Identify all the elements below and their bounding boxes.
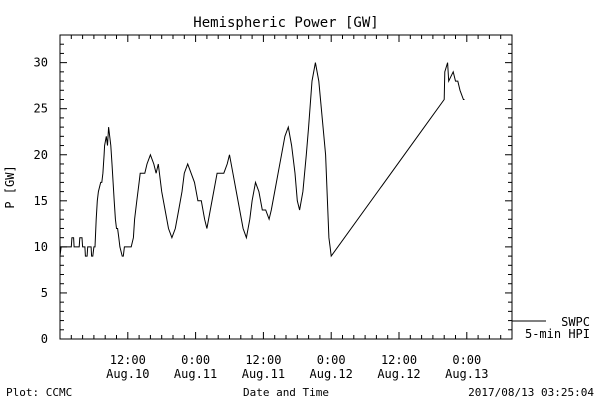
x-tick-label-date: Aug.12 — [310, 367, 353, 381]
chart-title: Hemispheric Power [GW] — [193, 15, 378, 31]
x-tick-label-time: 0:00 — [317, 353, 346, 367]
x-tick-label-date: Aug.13 — [445, 367, 488, 381]
x-tick-label-date: Aug.11 — [242, 367, 285, 381]
x-tick-label-time: 12:00 — [381, 353, 417, 367]
x-tick-label-date: Aug.11 — [174, 367, 217, 381]
x-axis-ticks: 12:00Aug.100:00Aug.1112:00Aug.110:00Aug.… — [70, 35, 502, 381]
y-tick-label: 15 — [34, 194, 48, 208]
x-tick-label-time: 0:00 — [452, 353, 481, 367]
footer-timestamp: 2017/08/13 03:25:04 — [468, 386, 594, 399]
x-tick-label-time: 12:00 — [110, 353, 146, 367]
y-tick-label: 25 — [34, 102, 48, 116]
x-tick-label-time: 12:00 — [245, 353, 281, 367]
footer-credit: Plot: CCMC — [6, 386, 72, 399]
y-tick-label: 5 — [41, 286, 48, 300]
y-tick-label: 10 — [34, 240, 48, 254]
x-tick-label-date: Aug.10 — [106, 367, 149, 381]
x-tick-label-date: Aug.12 — [377, 367, 420, 381]
legend-label-line2: 5-min HPI — [525, 327, 590, 341]
y-tick-label: 30 — [34, 56, 48, 70]
y-tick-label: 20 — [34, 148, 48, 162]
y-axis-label: P [GW] — [3, 165, 17, 208]
series-line-hpi — [59, 62, 465, 258]
legend-label-line1: SWPC — [561, 315, 590, 329]
x-axis-label: Date and Time — [243, 386, 329, 399]
y-axis-ticks: 0 5 10 15 20 25 30 — [34, 34, 512, 346]
y-tick-label: 0 — [41, 332, 48, 346]
x-tick-label-time: 0:00 — [181, 353, 210, 367]
